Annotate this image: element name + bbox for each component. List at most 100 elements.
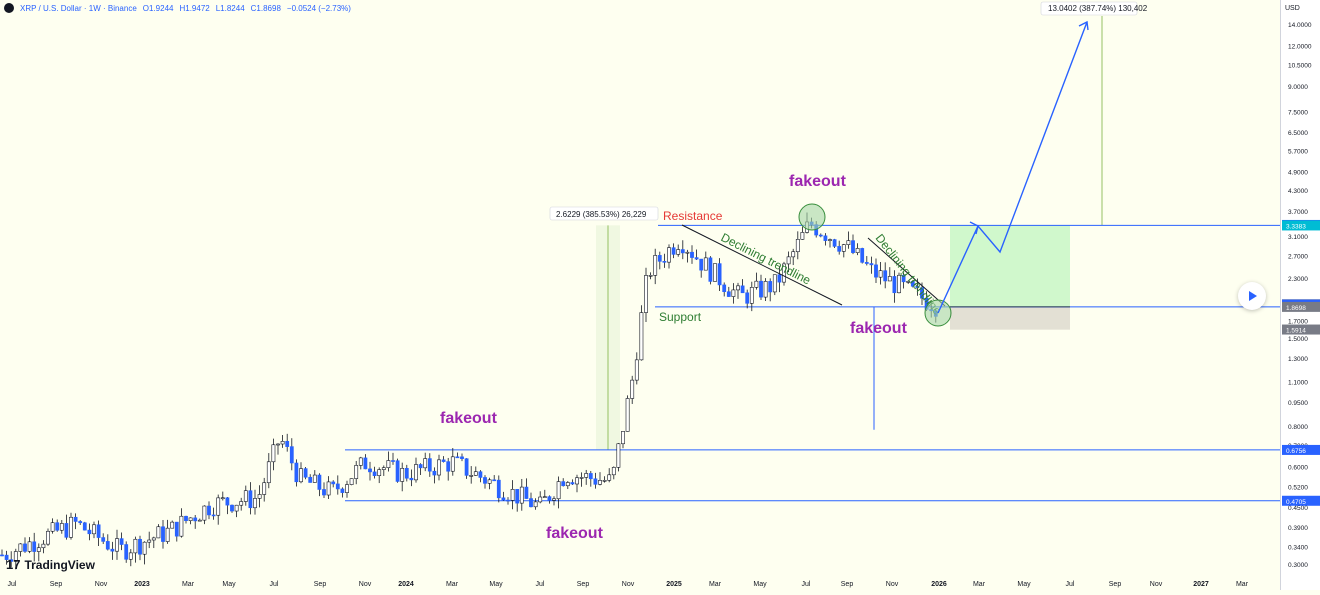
candle-body[interactable]: [50, 522, 55, 532]
candle-body[interactable]: [763, 281, 768, 298]
candle-body[interactable]: [119, 538, 124, 545]
candle-body[interactable]: [340, 488, 345, 493]
candle-body[interactable]: [432, 470, 437, 476]
candle-body[interactable]: [36, 547, 41, 552]
candle-body[interactable]: [101, 537, 106, 542]
candle-body[interactable]: [851, 240, 855, 253]
candle-body[interactable]: [73, 516, 78, 522]
candle-body[interactable]: [266, 461, 271, 484]
candle-body[interactable]: [147, 539, 152, 543]
candle-body[interactable]: [87, 529, 92, 535]
candle-body[interactable]: [552, 498, 556, 501]
chart-area[interactable]: 2.6229 (385.53%) 26,229 13.0402 (387.74%)…: [0, 0, 1280, 575]
candle-body[interactable]: [262, 482, 267, 495]
candle-body[interactable]: [174, 521, 179, 537]
candle-body[interactable]: [308, 476, 313, 483]
candle-body[interactable]: [745, 292, 750, 304]
candle-body[interactable]: [243, 490, 248, 502]
candle-body[interactable]: [846, 240, 851, 245]
candle-body[interactable]: [671, 247, 676, 255]
candle-body[interactable]: [4, 554, 9, 560]
candle-body[interactable]: [864, 262, 869, 264]
candle-body[interactable]: [289, 446, 294, 464]
candle-body[interactable]: [680, 249, 685, 254]
candle-body[interactable]: [703, 257, 708, 271]
candle-body[interactable]: [772, 274, 777, 293]
candle-body[interactable]: [294, 462, 299, 483]
candle-body[interactable]: [170, 521, 175, 529]
candle-body[interactable]: [331, 481, 336, 485]
candle-body[interactable]: [473, 471, 478, 476]
candle-body[interactable]: [372, 471, 377, 476]
candle-body[interactable]: [657, 255, 662, 262]
candle-body[interactable]: [897, 274, 901, 294]
candle-body[interactable]: [59, 523, 64, 531]
candle-body[interactable]: [910, 281, 915, 287]
candle-body[interactable]: [575, 477, 579, 485]
candle-body[interactable]: [726, 291, 731, 297]
candle-body[interactable]: [634, 359, 639, 381]
price-axis[interactable]: USD 14.0000 12.0000 10.5000 9.0000 7.5000 6.5…: [1280, 0, 1320, 590]
candle-body[interactable]: [0, 554, 4, 557]
candle-body[interactable]: [593, 478, 598, 485]
candle-body[interactable]: [768, 281, 773, 293]
candle-body[interactable]: [64, 523, 69, 538]
candle-body[interactable]: [818, 234, 823, 237]
candle-body[interactable]: [349, 478, 354, 485]
candle-body[interactable]: [358, 457, 363, 466]
candle-body[interactable]: [400, 468, 405, 482]
candle-body[interactable]: [759, 280, 763, 298]
candle-body[interactable]: [832, 239, 837, 247]
candle-body[interactable]: [23, 543, 27, 552]
candle-body[interactable]: [312, 474, 317, 483]
candle-body[interactable]: [869, 263, 874, 266]
candle-body[interactable]: [878, 270, 883, 278]
candle-body[interactable]: [791, 251, 796, 258]
candle-body[interactable]: [616, 443, 621, 468]
candle-body[interactable]: [193, 517, 198, 522]
candle-body[interactable]: [708, 257, 713, 282]
candle-body[interactable]: [717, 263, 722, 286]
candle-body[interactable]: [460, 456, 464, 459]
replay-button[interactable]: [1238, 282, 1266, 310]
candle-body[interactable]: [621, 431, 625, 445]
candle-body[interactable]: [887, 276, 892, 282]
candle-body[interactable]: [630, 379, 635, 399]
candle-body[interactable]: [423, 458, 428, 469]
candle-body[interactable]: [115, 538, 119, 552]
candle-body[interactable]: [685, 251, 690, 254]
candle-body[interactable]: [588, 473, 593, 480]
candle-body[interactable]: [363, 457, 368, 470]
candle-body[interactable]: [427, 458, 432, 472]
candle-body[interactable]: [381, 467, 386, 470]
candle-body[interactable]: [271, 444, 276, 463]
candle-body[interactable]: [257, 494, 262, 499]
candle-body[interactable]: [391, 460, 395, 462]
candle-body[interactable]: [607, 474, 612, 481]
candle-body[interactable]: [565, 482, 570, 487]
candle-body[interactable]: [276, 443, 280, 446]
candle-body[interactable]: [69, 516, 73, 538]
candle-body[interactable]: [699, 258, 704, 271]
candle-body[interactable]: [524, 486, 529, 499]
candle-body[interactable]: [248, 490, 253, 509]
candle-body[interactable]: [828, 239, 832, 241]
candle-body[interactable]: [519, 486, 524, 504]
candle-body[interactable]: [105, 541, 110, 550]
candle-body[interactable]: [110, 548, 115, 552]
candle-body[interactable]: [184, 515, 188, 521]
candle-body[interactable]: [648, 275, 653, 277]
candle-body[interactable]: [207, 505, 211, 516]
candle-body[interactable]: [740, 285, 745, 294]
symbol-header[interactable]: XRP / U.S. Dollar · 1W · Binance O1.9244…: [4, 3, 351, 13]
candle-body[interactable]: [892, 276, 897, 294]
candle-body[interactable]: [469, 475, 474, 477]
candle-body[interactable]: [598, 480, 602, 485]
candle-body[interactable]: [639, 312, 644, 361]
candle-body[interactable]: [441, 459, 446, 462]
candle-body[interactable]: [133, 538, 138, 554]
candle-body[interactable]: [662, 261, 667, 263]
candle-body[interactable]: [395, 460, 400, 482]
candle-body[interactable]: [138, 538, 142, 555]
candle-body[interactable]: [96, 524, 101, 538]
